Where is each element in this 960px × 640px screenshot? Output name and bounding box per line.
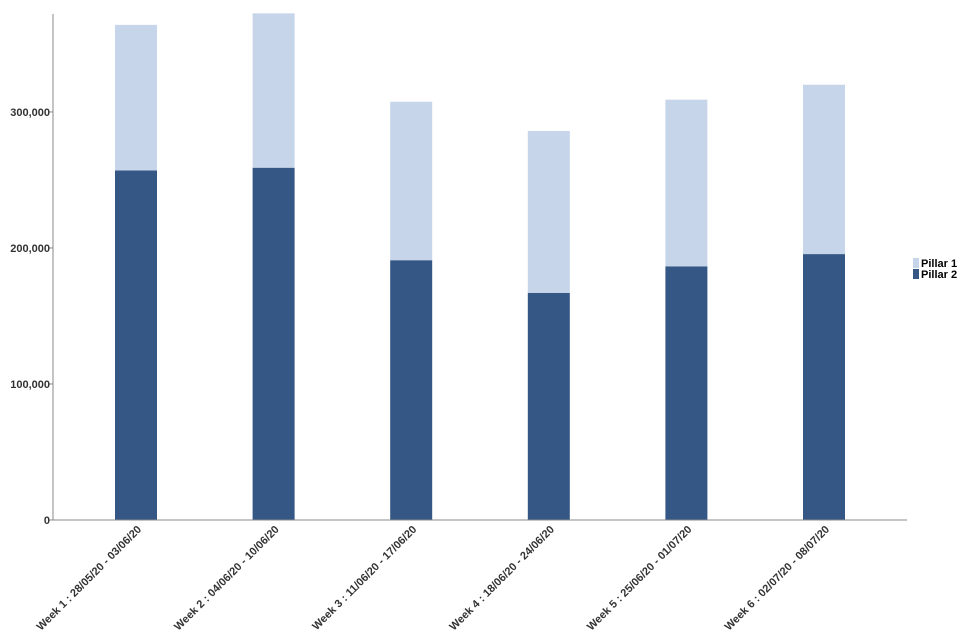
legend-label-pillar-1: Pillar 1 (921, 258, 957, 270)
y-tick-label: 100,000 (10, 379, 50, 391)
y-tick-labels: 0 100,000 200,000 300,000 (10, 107, 53, 527)
bar-pillar-2-week-6 (803, 254, 845, 520)
bar-pillar-1-week-1 (115, 24, 157, 171)
bar-pillar-2-week-5 (665, 266, 708, 520)
legend-swatch-pillar-1 (913, 258, 919, 268)
x-category-label: Week 6 : 02/07/20 - 08/07/20 (723, 524, 833, 634)
legend-swatch-pillar-2 (913, 269, 919, 279)
y-tick-label: 200,000 (10, 243, 50, 255)
bar-pillar-2-week-3 (390, 260, 433, 520)
x-category-label: Week 3 : 11/06/20 - 17/06/20 (310, 524, 419, 633)
x-category-label: Week 1 : 28/05/20 - 03/06/20 (35, 524, 145, 634)
x-category-label: Week 2 : 04/06/20 - 10/06/20 (172, 524, 282, 634)
x-category-labels: Week 1 : 28/05/20 - 03/06/20 Week 2 : 04/… (35, 524, 833, 634)
bar-pillar-1-week-3 (390, 101, 433, 261)
x-category-label: Week 5 : 25/06/20 - 01/07/20 (585, 524, 695, 634)
bar-pillar-2-week-2 (252, 167, 295, 520)
bars-group (115, 13, 845, 521)
y-tick-label: 300,000 (10, 107, 50, 119)
bar-pillar-2-week-4 (527, 292, 570, 520)
bar-pillar-1-week-2 (252, 13, 295, 168)
legend-label-pillar-2: Pillar 2 (921, 269, 957, 281)
bar-pillar-1-week-6 (803, 84, 845, 255)
bar-pillar-2-week-1 (115, 170, 157, 521)
y-tick-label: 0 (44, 515, 50, 527)
bar-pillar-1-week-5 (665, 99, 708, 267)
x-category-label: Week 4 : 18/06/20 - 24/06/20 (447, 524, 557, 634)
bar-pillar-1-week-4 (527, 130, 570, 293)
